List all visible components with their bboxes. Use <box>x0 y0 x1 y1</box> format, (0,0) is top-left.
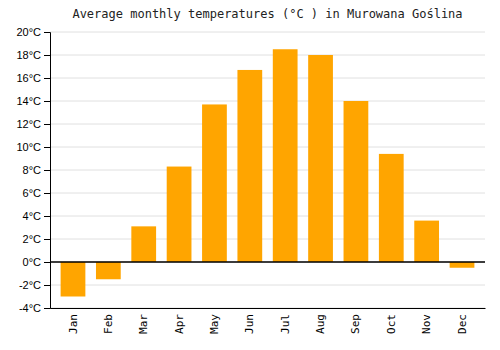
grid-line <box>50 124 485 125</box>
x-axis-line <box>51 308 486 309</box>
plot: -4°C -2°C 0°C 2°C 4°C 6°C 8°C 10°C 12°C 14°C 16°C 1… <box>16 26 485 334</box>
x-tick-label: May <box>208 314 221 334</box>
y-tick: 4°C <box>23 210 50 222</box>
x-tick: Feb <box>102 314 115 334</box>
y-axis-line <box>44 33 51 309</box>
grid-line <box>50 285 485 286</box>
bar <box>131 226 156 262</box>
y-tick-mark <box>44 308 50 309</box>
x-tick-label: Jul <box>279 314 292 334</box>
y-axis: -4°C -2°C 0°C 2°C 4°C 6°C 8°C 10°C 12°C 14°C 16°C 1… <box>16 26 50 314</box>
x-tick-label: Jun <box>243 314 256 334</box>
x-tick-label: Oct <box>385 314 398 334</box>
grid-line <box>50 32 485 33</box>
bar <box>202 104 227 262</box>
y-tick-mark <box>44 101 50 102</box>
y-tick: 18°C <box>16 49 50 61</box>
grid-line <box>50 170 485 171</box>
y-tick-mark <box>44 262 50 263</box>
y-tick: 14°C <box>16 95 50 107</box>
x-axis: Jan Feb Mar Apr May Jun Jul Aug Sep Oct Nov Dec <box>51 309 486 334</box>
bars <box>50 49 485 296</box>
y-tick: 6°C <box>23 187 50 199</box>
y-tick-label: 6°C <box>23 187 42 199</box>
chart: -4°C -2°C 0°C 2°C 4°C 6°C 8°C 10°C 12°C 14°C 16°C 1… <box>0 0 500 350</box>
bar <box>308 55 333 262</box>
x-tick: Nov <box>420 314 433 334</box>
bar <box>96 262 121 279</box>
x-tick: May <box>208 314 221 334</box>
grid-line <box>50 216 485 217</box>
y-tick-mark <box>44 285 50 286</box>
y-tick: 0°C <box>23 256 50 268</box>
y-tick-mark <box>44 239 50 240</box>
bar <box>414 221 439 262</box>
y-tick-label: 20°C <box>16 26 41 38</box>
bar <box>167 167 192 262</box>
x-tick: Dec <box>456 314 469 334</box>
grid-line <box>50 101 485 102</box>
x-tick: Jul <box>279 314 292 334</box>
y-tick: 12°C <box>16 118 50 130</box>
grid-line <box>50 78 485 79</box>
x-tick-label: Jan <box>67 314 80 334</box>
y-tick-label: 12°C <box>16 118 41 130</box>
y-tick-label: 4°C <box>23 210 42 222</box>
y-tick-label: -2°C <box>19 279 41 291</box>
bar <box>344 101 369 262</box>
x-tick-label: Sep <box>349 314 362 334</box>
y-tick: -4°C <box>19 302 50 314</box>
x-tick-label: Feb <box>102 314 115 334</box>
bar <box>237 70 262 262</box>
zero-line <box>50 261 485 263</box>
grid-line <box>50 193 485 194</box>
x-tick: Aug <box>314 314 327 334</box>
y-tick-mark <box>44 216 50 217</box>
x-tick: Jan <box>67 314 80 334</box>
y-tick-label: 0°C <box>23 256 42 268</box>
y-tick-label: 8°C <box>23 164 42 176</box>
y-tick-mark <box>44 78 50 79</box>
y-tick: 16°C <box>16 72 50 84</box>
y-tick-mark <box>44 147 50 148</box>
x-tick: Jun <box>243 314 256 334</box>
x-tick: Apr <box>173 314 186 334</box>
grid-line <box>50 147 485 148</box>
y-tick-label: 18°C <box>16 49 41 61</box>
x-tick: Mar <box>137 314 150 334</box>
y-tick: 20°C <box>16 26 50 38</box>
y-tick-label: 2°C <box>23 233 42 245</box>
x-tick-label: Apr <box>173 314 186 334</box>
y-tick: 10°C <box>16 141 50 153</box>
y-tick-mark <box>44 170 50 171</box>
title: Average monthly temperatures (°C ) in Mu… <box>72 7 462 21</box>
x-tick-label: Mar <box>137 314 150 334</box>
bar <box>379 154 404 262</box>
grid-line <box>50 55 485 56</box>
y-tick-mark <box>44 55 50 56</box>
y-tick-mark <box>44 193 50 194</box>
grid-line <box>50 262 485 263</box>
y-tick-mark <box>44 124 50 125</box>
y-tick: 2°C <box>23 233 50 245</box>
x-tick-label: Aug <box>314 314 327 334</box>
grid <box>50 32 485 308</box>
bar <box>61 262 86 297</box>
grid-line <box>50 308 485 309</box>
y-tick-label: -4°C <box>19 302 41 314</box>
y-tick-label: 16°C <box>16 72 41 84</box>
x-tick: Sep <box>349 314 362 334</box>
y-tick-label: 10°C <box>16 141 41 153</box>
x-tick-label: Nov <box>420 314 433 334</box>
y-tick-label: 14°C <box>16 95 41 107</box>
y-tick: 8°C <box>23 164 50 176</box>
y-tick: -2°C <box>19 279 50 291</box>
bar <box>273 49 298 262</box>
x-tick-label: Dec <box>456 314 469 334</box>
y-tick-mark <box>44 32 50 33</box>
x-tick: Oct <box>385 314 398 334</box>
bar <box>450 262 475 268</box>
